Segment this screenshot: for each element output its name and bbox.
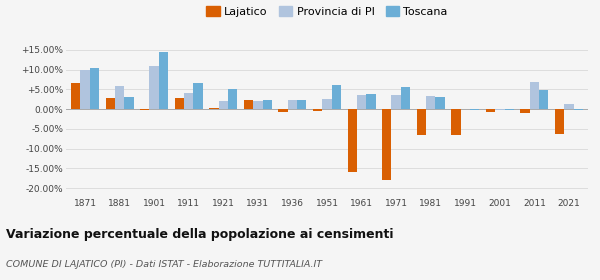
Bar bbox=[505, 109, 514, 110]
Bar bbox=[193, 83, 203, 109]
Bar bbox=[253, 101, 263, 109]
Bar bbox=[244, 101, 253, 109]
Bar bbox=[209, 108, 218, 109]
Bar bbox=[495, 109, 505, 110]
Bar bbox=[149, 66, 159, 109]
Bar bbox=[115, 86, 124, 109]
Bar bbox=[486, 109, 495, 112]
Bar bbox=[426, 96, 436, 109]
Bar bbox=[520, 109, 530, 113]
Bar bbox=[436, 97, 445, 109]
Bar bbox=[322, 99, 332, 109]
Bar bbox=[530, 82, 539, 109]
Bar bbox=[278, 109, 288, 112]
Bar bbox=[366, 94, 376, 109]
Bar bbox=[159, 52, 168, 109]
Text: Variazione percentuale della popolazione ai censimenti: Variazione percentuale della popolazione… bbox=[6, 228, 394, 241]
Bar bbox=[71, 83, 80, 109]
Bar bbox=[106, 99, 115, 109]
Bar bbox=[574, 109, 583, 110]
Bar bbox=[417, 109, 426, 135]
Bar bbox=[401, 87, 410, 109]
Bar bbox=[175, 99, 184, 109]
Legend: Lajatico, Provincia di PI, Toscana: Lajatico, Provincia di PI, Toscana bbox=[202, 1, 452, 21]
Bar bbox=[184, 93, 193, 109]
Bar bbox=[332, 85, 341, 109]
Bar bbox=[539, 90, 548, 109]
Bar bbox=[218, 101, 228, 109]
Bar bbox=[80, 70, 89, 109]
Bar bbox=[555, 109, 565, 134]
Bar bbox=[124, 97, 134, 109]
Bar bbox=[347, 109, 357, 172]
Bar bbox=[470, 109, 479, 110]
Bar bbox=[565, 104, 574, 109]
Text: COMUNE DI LAJATICO (PI) - Dati ISTAT - Elaborazione TUTTITALIA.IT: COMUNE DI LAJATICO (PI) - Dati ISTAT - E… bbox=[6, 260, 322, 269]
Bar bbox=[297, 101, 307, 109]
Bar bbox=[89, 68, 99, 109]
Bar bbox=[288, 101, 297, 109]
Bar bbox=[228, 88, 237, 109]
Bar bbox=[313, 109, 322, 111]
Bar bbox=[382, 109, 391, 180]
Bar bbox=[451, 109, 461, 135]
Bar bbox=[263, 101, 272, 109]
Bar bbox=[140, 109, 149, 110]
Bar bbox=[391, 95, 401, 109]
Bar bbox=[357, 95, 366, 109]
